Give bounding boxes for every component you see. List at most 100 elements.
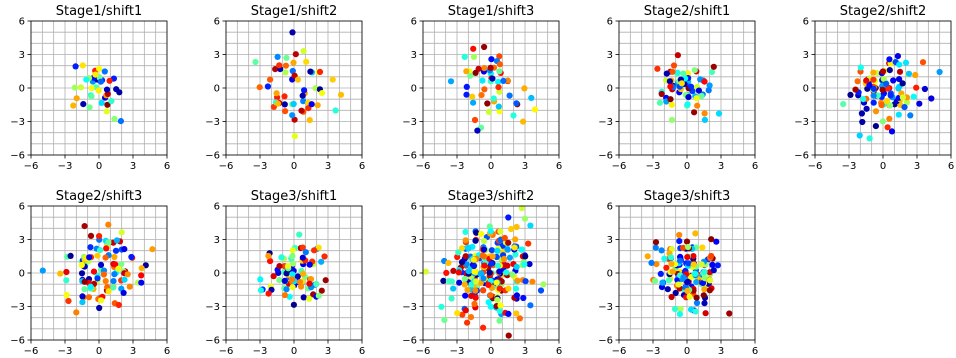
scatter-point bbox=[916, 100, 923, 107]
y-tick-label: −3 bbox=[10, 302, 25, 313]
scatter-point bbox=[461, 275, 468, 283]
scatter-point bbox=[669, 268, 676, 275]
scatter-point bbox=[693, 95, 700, 102]
scatter-point bbox=[512, 251, 519, 258]
scatter-point bbox=[684, 243, 692, 251]
scatter-point bbox=[488, 260, 495, 267]
scatter-point bbox=[701, 275, 708, 282]
scatter-point bbox=[701, 286, 708, 293]
scatter-point bbox=[111, 115, 118, 123]
scatter-point bbox=[485, 299, 492, 306]
scatter-point bbox=[290, 59, 297, 66]
scatter-point bbox=[300, 294, 307, 301]
scatter-point bbox=[63, 291, 70, 299]
scatter-point bbox=[497, 302, 504, 309]
scatter-point bbox=[879, 118, 887, 125]
x-tick-label: 6 bbox=[556, 346, 562, 357]
scatter-point bbox=[921, 85, 929, 93]
scatter-point bbox=[652, 239, 660, 246]
scatter-point bbox=[318, 90, 326, 97]
scatter-point bbox=[81, 223, 88, 230]
scatter-point bbox=[895, 111, 902, 118]
scatter-point bbox=[440, 277, 447, 284]
subplot-8: −6 6 −3 3 0 0 3 −3 6 −6 Stage3/shift2 bbox=[402, 189, 562, 357]
subplot-title: Stage1/shift1 bbox=[56, 4, 143, 19]
x-tick-label: −3 bbox=[253, 161, 268, 172]
scatter-point bbox=[685, 94, 692, 101]
scatter-point bbox=[513, 263, 520, 270]
scatter-point bbox=[462, 228, 469, 235]
x-tick-label: −6 bbox=[219, 161, 234, 172]
scatter-point bbox=[481, 237, 488, 245]
scatter-point bbox=[710, 63, 717, 70]
x-tick-label: −3 bbox=[58, 346, 73, 357]
scatter-point bbox=[450, 267, 457, 274]
x-tick-label: 0 bbox=[291, 346, 297, 357]
scatter-point bbox=[505, 214, 512, 221]
scatter-point bbox=[118, 261, 125, 268]
scatter-point bbox=[73, 309, 80, 316]
x-tick-label: −6 bbox=[416, 161, 431, 172]
scatter-point bbox=[912, 71, 919, 79]
scatter-point bbox=[85, 294, 93, 301]
scatter-point bbox=[480, 275, 487, 282]
scatter-point bbox=[314, 102, 321, 109]
scatter-point bbox=[659, 279, 666, 286]
scatter-point bbox=[494, 296, 501, 303]
scatter-point bbox=[112, 261, 119, 268]
scatter-point bbox=[337, 91, 345, 98]
scatter-point bbox=[294, 76, 301, 83]
scatter-point bbox=[97, 247, 104, 254]
scatter-point bbox=[83, 76, 90, 83]
scatter-point bbox=[281, 93, 288, 100]
scatter-point bbox=[668, 260, 675, 268]
y-tick-label: −6 bbox=[598, 151, 613, 162]
y-tick-label: 0 bbox=[411, 269, 417, 280]
scatter-point bbox=[883, 97, 891, 105]
subplot-title: Stage1/shift3 bbox=[448, 4, 535, 19]
scatter-point bbox=[677, 305, 684, 313]
scatter-point bbox=[487, 64, 494, 71]
subplot-6: −6 6 −3 3 0 0 3 −3 6 −6 Stage2/shift3 bbox=[10, 189, 170, 357]
scatter-point bbox=[494, 262, 501, 269]
scatter-point bbox=[281, 292, 288, 299]
scatter-point bbox=[302, 249, 309, 256]
scatter-point bbox=[272, 66, 279, 73]
scatter-point bbox=[289, 271, 296, 278]
scatter-point bbox=[276, 263, 283, 270]
scatter-point bbox=[447, 78, 455, 85]
scatter-point bbox=[705, 87, 712, 94]
scatter-point bbox=[471, 268, 478, 275]
scatter-point bbox=[913, 84, 920, 91]
scatter-point bbox=[899, 94, 907, 101]
scatter-point bbox=[486, 269, 493, 276]
scatter-point bbox=[115, 265, 122, 272]
scatter-point bbox=[422, 268, 429, 275]
scatter-point bbox=[265, 290, 272, 297]
scatter-point bbox=[63, 268, 70, 276]
x-tick-label: 3 bbox=[914, 161, 920, 172]
x-tick-label: −6 bbox=[612, 161, 627, 172]
y-tick-label: −3 bbox=[402, 117, 417, 128]
scatter-point bbox=[458, 245, 466, 252]
scatter-point bbox=[661, 255, 668, 262]
scatter-point bbox=[527, 222, 534, 229]
scatter-point bbox=[128, 253, 135, 261]
scatter-point bbox=[448, 295, 455, 302]
scatter-point bbox=[450, 285, 457, 292]
scatter-point bbox=[701, 110, 708, 117]
x-tick-label: −6 bbox=[24, 346, 39, 357]
scatter-point bbox=[903, 99, 911, 106]
scatter-point bbox=[496, 53, 503, 60]
scatter-point bbox=[531, 106, 539, 113]
scatter-point bbox=[445, 259, 452, 267]
scatter-point bbox=[463, 261, 470, 268]
scatter-point bbox=[487, 292, 494, 299]
scatter-point bbox=[78, 261, 85, 269]
y-tick-label: 6 bbox=[411, 17, 417, 28]
scatter-point bbox=[701, 300, 708, 307]
scatter-point bbox=[485, 281, 492, 288]
scatter-point bbox=[513, 100, 520, 107]
scatter-point bbox=[105, 221, 112, 228]
